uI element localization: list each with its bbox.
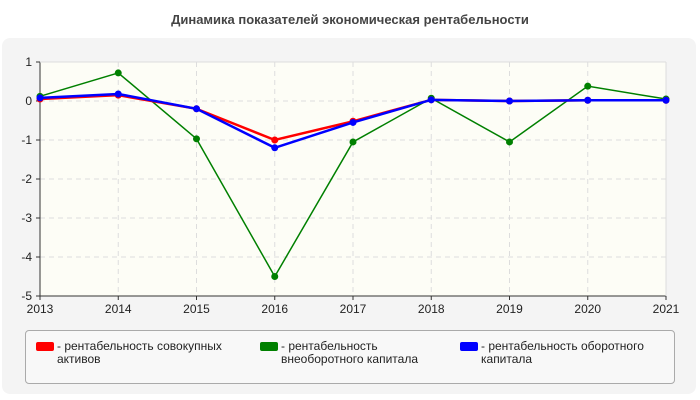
data-point-2 bbox=[349, 118, 357, 126]
data-point-1 bbox=[271, 273, 279, 280]
data-point-2 bbox=[506, 97, 513, 105]
x-tick-label: 2021 bbox=[653, 302, 680, 316]
x-tick-label: 2013 bbox=[27, 302, 54, 316]
y-tick-label: -5 bbox=[21, 289, 32, 303]
legend-swatch bbox=[36, 342, 54, 351]
x-tick-label: 2015 bbox=[183, 302, 210, 316]
x-tick-label: 2014 bbox=[105, 302, 132, 316]
x-tick-label: 2018 bbox=[418, 302, 445, 316]
data-point-1 bbox=[114, 69, 122, 77]
legend-label: - рентабельность совокупных активов bbox=[57, 339, 222, 366]
x-tick-label: 2019 bbox=[496, 302, 523, 316]
data-point-2 bbox=[114, 90, 122, 98]
data-point-2 bbox=[427, 96, 435, 104]
data-point-1 bbox=[506, 138, 513, 146]
data-point-2 bbox=[36, 94, 44, 102]
legend-label: - рентабельность внеоборотного капитала bbox=[281, 339, 418, 366]
data-point-1 bbox=[349, 138, 357, 146]
legend-swatch bbox=[260, 342, 278, 351]
x-tick-label: 2017 bbox=[340, 302, 367, 316]
legend: - рентабельность совокупных активов - ре… bbox=[25, 330, 675, 384]
x-tick-label: 2016 bbox=[261, 302, 288, 316]
y-tick-label: 1 bbox=[25, 55, 32, 69]
y-tick-label: -3 bbox=[21, 211, 32, 225]
data-point-2 bbox=[193, 105, 200, 113]
data-point-2 bbox=[271, 144, 279, 152]
data-point-2 bbox=[662, 96, 670, 104]
chart-title: Динамика показателей экономическая рента… bbox=[171, 12, 529, 27]
data-point-1 bbox=[584, 82, 592, 90]
y-tick-label: -1 bbox=[21, 133, 32, 147]
x-tick-label: 2020 bbox=[574, 302, 601, 316]
y-tick-label: -4 bbox=[21, 250, 32, 264]
y-tick-label: 0 bbox=[25, 94, 32, 108]
y-tick-label: -2 bbox=[21, 172, 32, 186]
legend-label: - рентабельность оборотного капитала bbox=[481, 339, 644, 366]
data-point-0 bbox=[271, 136, 279, 144]
legend-swatch bbox=[460, 342, 478, 351]
data-point-1 bbox=[193, 135, 200, 143]
data-point-2 bbox=[584, 96, 592, 104]
